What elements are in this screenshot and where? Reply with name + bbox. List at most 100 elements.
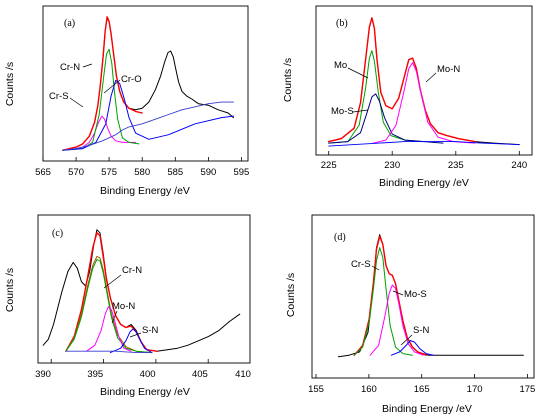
panel-a-x-tick-label: 585 [167,167,183,178]
panel-b-x-axis: 225 230 235 240 [321,151,527,171]
panel-d-x-tick-label: 175 [519,384,535,395]
panel-c-annotation-leader [111,310,118,324]
panel-d-xlabel: Binding Energy /eV [382,403,472,415]
panel-d-annotations: Cr-S Mo-S S-N [351,259,430,346]
panel-c-x-axis: 390 395 400 405 410 [35,359,251,380]
panel-c-xlabel: Binding Energy /eV [100,386,190,398]
panel-c-series-line-3 [65,258,153,354]
panel-b-x-tick-label: 225 [321,160,337,171]
panel-a-plot-frame [42,5,249,162]
panel-b-xlabel: Binding Energy /eV [379,177,469,189]
panel-c-series [42,229,241,354]
panel-b-series-line-5 [328,141,520,147]
panel-d-plot-frame [311,214,535,379]
panel-d-series [337,234,524,358]
panel-b-annotation-mo-s: Mo-S [331,106,354,117]
panel-a-xlabel: Binding Energy /eV [100,185,190,197]
panel-a-ylabel: Counts /s [4,62,16,106]
panel-a-series-line-0 [62,17,234,151]
panel-b-annotation-leader [425,72,437,83]
panel-b-series-line-1 [328,17,476,143]
panel-b-x-tick-label: 230 [384,160,400,171]
panel-c-annotation-mo-n: Mo-N [112,301,135,312]
panel-b-label: (b) [336,18,348,29]
panel-d-annotation-cr-s: Cr-S [351,259,371,270]
panel-a-annotation-cr-o: Cr-O [121,74,142,85]
panel-a-x-tick-label: 565 [35,167,51,178]
panel-c-series-line-5 [109,328,153,354]
panel-b-annotations: Mo Mo-N Mo-S [331,60,460,117]
panel-b-series [328,17,520,147]
panel-a-x-axis: 565 570 575 580 585 590 595 [35,157,249,178]
panel-c-annotation-cr-n: Cr-N [122,265,142,276]
panel-c-series-line-6 [65,350,153,354]
panel-a-x-tick-label: 570 [68,167,84,178]
panel-a-series-line-4 [62,79,234,151]
panel-b: (b) Counts /s Binding Energy /eV 225 230… [282,5,533,189]
panel-b-series-line-4 [372,62,476,144]
panel-c-annotation-leader [129,332,142,338]
panel-d-x-tick-label: 155 [308,384,324,395]
panel-b-plot-frame [315,5,533,156]
panel-a-series-line-1 [62,16,143,151]
panel-c-x-tick-label: 400 [140,369,156,380]
panel-c-x-tick-label: 395 [87,369,103,380]
panel-a-annotation-leader [69,97,84,108]
panel-c-series-line-2 [65,255,153,354]
panel-c-ylabel: Counts /s [4,268,16,312]
panel-c-x-tick-label: 410 [235,369,251,380]
panel-c-annotation-s-n: S-N [142,325,159,336]
panel-b-annotation-leader [352,109,369,113]
panel-d-series-line-2 [353,247,413,356]
panel-d-series-line-4 [390,340,435,356]
panel-a-x-tick-label: 580 [134,167,150,178]
panel-d-annotation-leader [371,265,380,271]
panel-a: (a) Counts /s Binding Energy /eV 565 570… [4,5,249,197]
panel-c-plot-frame [37,214,251,364]
panel-a-x-tick-label: 595 [233,167,249,178]
panel-b-annotation-mo: Mo [334,60,347,71]
panel-a-annotations: Cr-N Cr-S Cr-O [49,62,142,108]
panel-c-annotation-leader [103,274,122,289]
panel-b-series-line-2 [328,50,425,144]
panel-c-x-tick-label: 405 [192,369,208,380]
panel-b-x-tick-label: 240 [511,160,527,171]
panel-b-annotation-leader [347,67,369,79]
panel-d: (d) Counts /s Binding Energy /eV 155 160… [285,214,535,415]
panel-d-series-line-1 [353,235,427,356]
panel-a-x-tick-label: 590 [200,167,216,178]
panel-d-ylabel: Counts /s [285,273,297,317]
panel-a-series-line-5 [62,101,234,151]
panel-b-ylabel: Counts /s [282,58,294,102]
panel-d-x-tick-label: 170 [467,384,483,395]
panel-d-annotation-mo-s: Mo-S [404,289,427,300]
panel-d-series-line-0 [337,234,524,358]
panel-a-annotation-cr-s: Cr-S [49,91,69,102]
panel-c-annotations: Cr-N Mo-N S-N [103,265,159,338]
panel-a-label: (a) [64,18,75,29]
panel-c-series-line-4 [86,306,132,352]
panel-b-x-tick-label: 235 [448,160,464,171]
panel-d-annotation-s-n: S-N [413,325,430,336]
panel-d-annotation-leader [392,290,404,296]
panel-d-x-tick-label: 165 [414,384,430,395]
panel-a-annotation-leader [103,79,121,94]
panel-c-label: (c) [52,228,63,239]
panel-a-annotation-cr-n: Cr-N [60,62,80,73]
panel-b-annotation-mo-n: Mo-N [437,64,460,75]
panel-b-series-line-3 [328,93,444,144]
panel-a-series-line-2 [62,115,137,151]
panel-d-label: (d) [334,232,346,243]
panel-a-x-tick-label: 575 [101,167,117,178]
panel-b-series-line-0 [328,17,520,146]
panel-d-annotation-leader [400,334,413,346]
panel-d-x-axis: 155 160 165 170 175 [308,374,535,395]
panel-d-x-tick-label: 160 [361,384,377,395]
panel-d-series-line-3 [369,284,424,356]
panel-a-series-line-3 [62,48,140,151]
panel-a-series [62,16,234,151]
panel-c: (c) Counts /s Binding Energy /eV 390 395… [4,214,251,398]
panel-a-annotation-leader [82,63,93,68]
panel-c-x-tick-label: 390 [35,369,51,380]
